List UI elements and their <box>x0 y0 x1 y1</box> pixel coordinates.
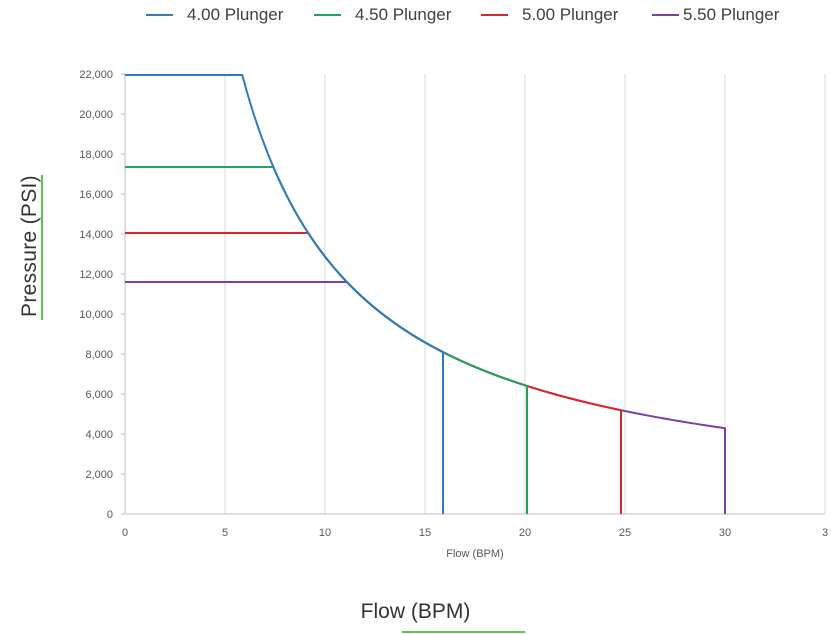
y-tick-label-2000: 2,000 <box>85 469 113 481</box>
y-tick-label-10000: 10,000 <box>79 309 113 321</box>
y-tick-label-6000: 6,000 <box>85 389 113 401</box>
x-tick-label-25: 25 <box>619 527 631 539</box>
series-lines <box>125 74 726 514</box>
y-tick-label-16000: 16,000 <box>79 189 113 201</box>
x-tick-label-35: 3 <box>822 527 828 539</box>
legend-label-4-50: 4.50 Plunger <box>355 5 452 24</box>
legend-swatch-4-00 <box>146 14 173 16</box>
x-axis-inner-label: Flow (BPM) <box>446 548 503 560</box>
x-tick-label-20: 20 <box>519 527 531 539</box>
axes <box>121 73 825 515</box>
legend-item-5-00[interactable]: 5.00 Plunger <box>481 5 618 25</box>
legend-label-5-00: 5.00 Plunger <box>522 5 619 24</box>
x-tick-label-30: 30 <box>719 527 731 539</box>
x-tick-label-0: 0 <box>122 527 128 539</box>
legend-item-4-00[interactable]: 4.00 Plunger <box>146 5 283 25</box>
y-tick-label-18000: 18,000 <box>79 149 113 161</box>
legend: 4.00 Plunger 4.50 Plunger 5.00 Plunger 5… <box>0 5 831 29</box>
y-axis-title-accent <box>41 175 43 320</box>
y-tick-label-4000: 4,000 <box>85 429 113 441</box>
legend-item-4-50[interactable]: 4.50 Plunger <box>314 5 451 25</box>
x-tick-label-5: 5 <box>222 527 228 539</box>
legend-label-4-00: 4.00 Plunger <box>187 5 284 24</box>
legend-swatch-5-00 <box>481 14 508 16</box>
series-line-5-00 <box>125 232 622 514</box>
x-tick-label-10: 10 <box>319 527 331 539</box>
series-line-4-50 <box>125 166 528 514</box>
y-tick-label-14000: 14,000 <box>79 229 113 241</box>
y-tick-label-0: 0 <box>107 509 113 521</box>
x-axis-title: Flow (BPM) <box>360 600 471 623</box>
series-line-4-00 <box>125 74 444 514</box>
y-tick-label-20000: 20,000 <box>79 109 113 121</box>
y-tick-label-8000: 8,000 <box>85 349 113 361</box>
x-axis-title-accent <box>402 631 525 633</box>
legend-swatch-5-50 <box>652 14 679 16</box>
grid-lines <box>224 74 826 514</box>
tick-labels: 0 2,000 4,000 6,000 8,000 10,000 12,000 14,000 1… <box>79 69 828 539</box>
y-tick-label-22000: 22,000 <box>79 69 113 81</box>
legend-item-5-50[interactable]: 5.50 Plunger <box>652 5 779 25</box>
x-tick-label-15: 15 <box>419 527 431 539</box>
legend-label-5-50: 5.50 Plunger <box>683 5 780 24</box>
legend-swatch-4-50 <box>314 14 341 16</box>
y-tick-label-12000: 12,000 <box>79 269 113 281</box>
